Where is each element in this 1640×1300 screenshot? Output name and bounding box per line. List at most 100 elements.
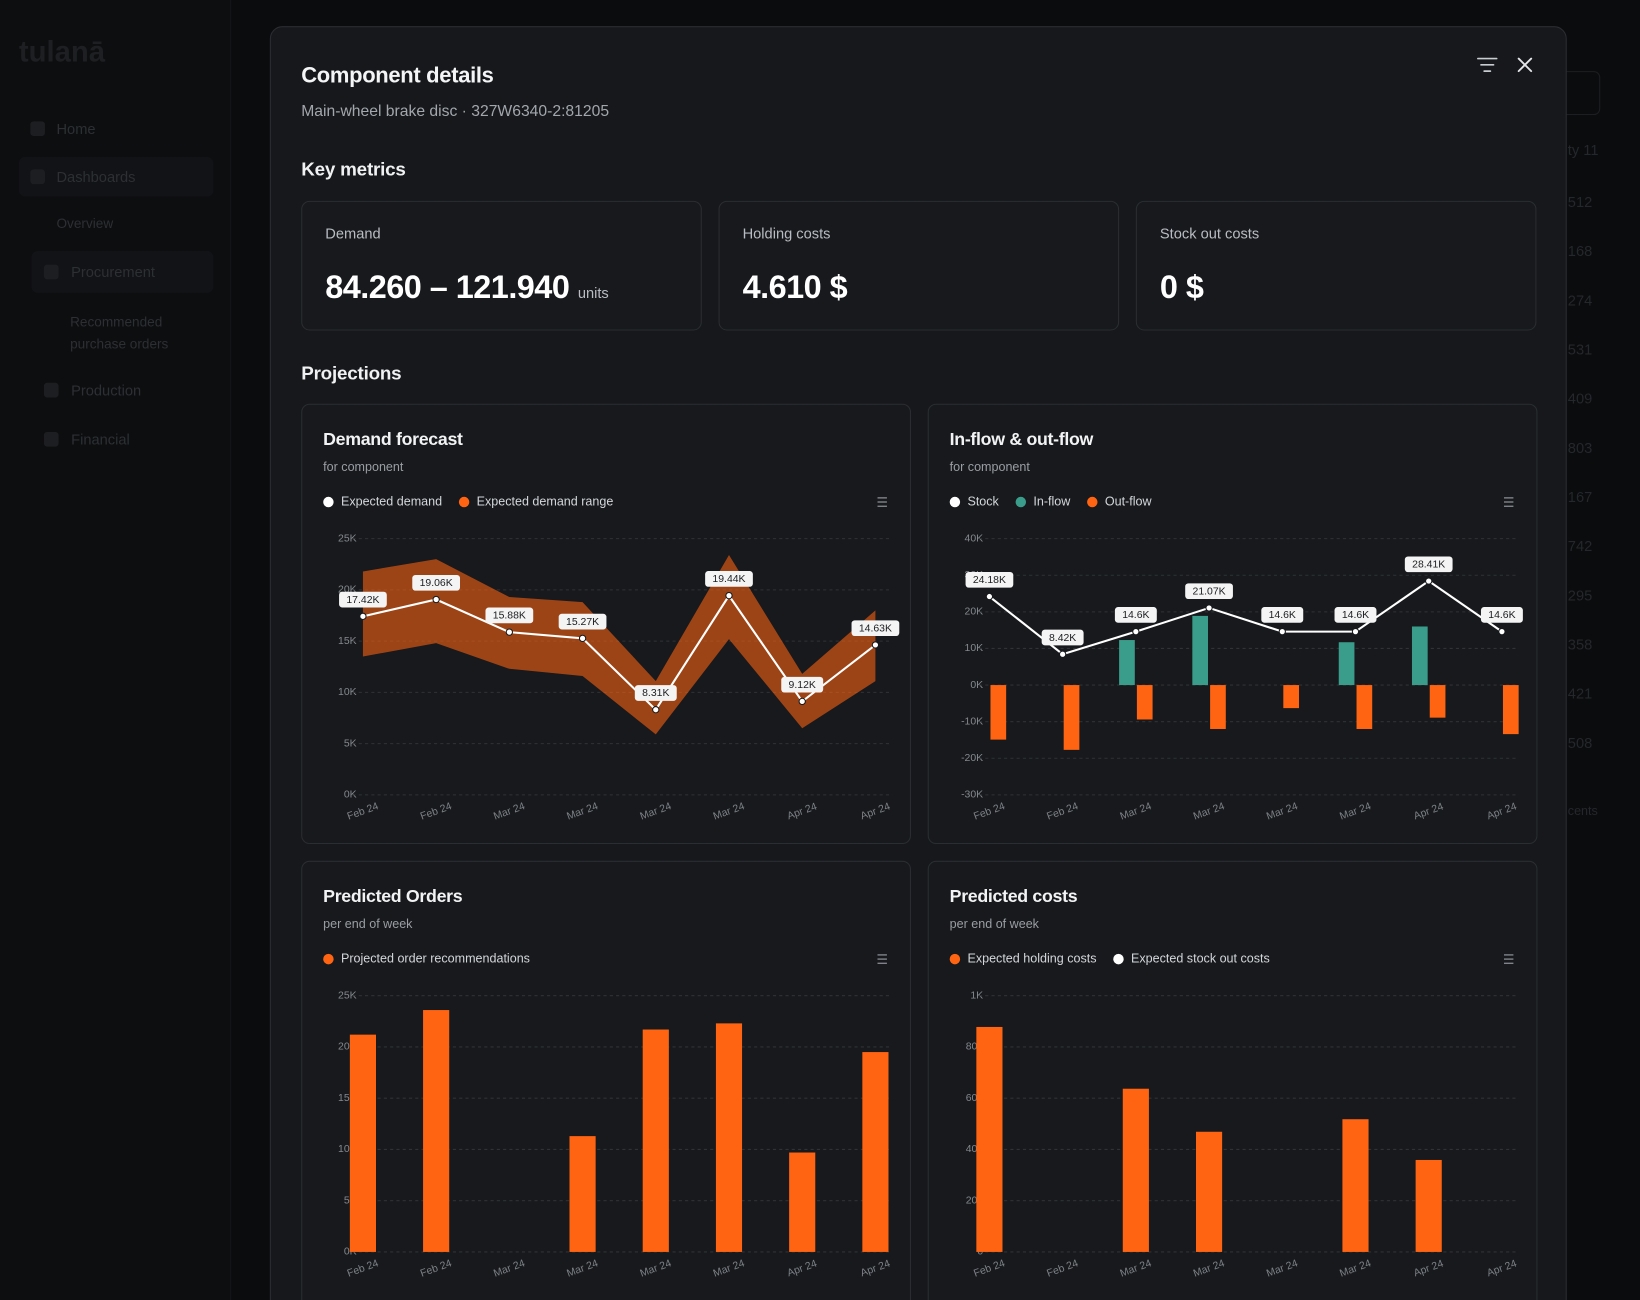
nav-icon bbox=[43, 382, 59, 398]
data-label: 14.63K bbox=[851, 620, 900, 637]
bar bbox=[423, 1010, 450, 1252]
x-tick-label: Feb 24 bbox=[972, 801, 1006, 823]
y-tick-label: 20K bbox=[965, 607, 984, 618]
x-tick-label: Mar 24 bbox=[566, 1258, 600, 1280]
data-label-text: 14.63K bbox=[859, 623, 892, 634]
x-tick-label: Mar 24 bbox=[1119, 1258, 1153, 1280]
metric-label: Demand bbox=[325, 224, 381, 242]
nav-icon bbox=[30, 169, 45, 185]
background-cell: 168 bbox=[1567, 242, 1593, 260]
y-tick-label: 15K bbox=[338, 1093, 357, 1104]
background-cell: 274 bbox=[1567, 291, 1593, 309]
data-label-box bbox=[1334, 607, 1377, 623]
chart-card: Predicted Orders per end of week Projected… bbox=[301, 860, 911, 1300]
y-tick-label: 0K bbox=[344, 790, 357, 801]
data-label-text: 19.06K bbox=[420, 578, 453, 589]
x-tick-label: Mar 24 bbox=[1119, 801, 1153, 823]
legend-label: Expected demand range bbox=[477, 494, 614, 508]
nav-item[interactable]: Recommended purchase orders bbox=[70, 313, 169, 352]
data-label: 19.06K bbox=[412, 574, 461, 591]
y-tick-label: 0K bbox=[344, 1247, 357, 1258]
data-label-box bbox=[412, 574, 461, 591]
bar bbox=[1415, 1159, 1442, 1252]
point bbox=[798, 697, 806, 706]
chart-card: Predicted costs per end of week Expected h… bbox=[927, 860, 1538, 1300]
legend-label: Expected demand bbox=[341, 494, 442, 508]
chart-title: In-flow & out-flow bbox=[950, 429, 1094, 449]
bar bbox=[976, 1026, 1003, 1252]
legend-label: Expected stock out costs bbox=[1131, 951, 1270, 965]
y-tick-label: 600 bbox=[966, 1093, 984, 1104]
section-heading: Projections bbox=[301, 362, 402, 384]
nav-item[interactable]: Financial bbox=[71, 430, 130, 448]
background-cell: 508 bbox=[1567, 734, 1593, 751]
nav-item[interactable]: Dashboards bbox=[56, 168, 136, 186]
logo: tulanā bbox=[18, 35, 106, 68]
nav-item[interactable]: Home bbox=[56, 120, 96, 138]
nav-item[interactable]: Production bbox=[71, 381, 142, 399]
bar bbox=[862, 1052, 889, 1252]
metric-card: Demand 84.260 – 121.940 units bbox=[301, 200, 702, 331]
y-tick-label: 15K bbox=[338, 636, 357, 647]
legend-marker bbox=[949, 953, 961, 965]
data-label: 8.31K bbox=[634, 685, 677, 701]
chart-menu[interactable] bbox=[1504, 497, 1514, 507]
nav-icon bbox=[30, 121, 45, 136]
data-label: 14.6K bbox=[1261, 607, 1304, 623]
x-tick-label: Mar 24 bbox=[1192, 801, 1226, 823]
x-tick-label: Mar 24 bbox=[492, 801, 526, 823]
x-tick-label: Mar 24 bbox=[712, 1258, 746, 1280]
chart-menu[interactable] bbox=[877, 497, 887, 507]
chart-title: Demand forecast bbox=[323, 429, 463, 449]
data-label-text: 14.6K bbox=[1488, 610, 1515, 621]
legend-marker bbox=[1113, 953, 1124, 965]
chart: Predicted Orders per end of week Projected… bbox=[323, 886, 892, 1280]
chart-subtitle: for component bbox=[323, 460, 404, 474]
sidebar: tulanā Home Dashboards Overview Procurem… bbox=[0, 0, 232, 1300]
data-label-text: 14.6K bbox=[1342, 610, 1369, 621]
x-tick-label: Apr 24 bbox=[859, 1258, 892, 1279]
background-cell: 803 bbox=[1567, 439, 1593, 457]
legend-marker bbox=[458, 496, 470, 508]
background-cell: 421 bbox=[1567, 685, 1593, 702]
metric-value: 84.260 – 121.940 units bbox=[325, 269, 608, 307]
legend-marker bbox=[1015, 496, 1027, 508]
chart-menu[interactable] bbox=[877, 954, 887, 964]
range-area bbox=[362, 555, 876, 735]
close-button[interactable] bbox=[1516, 55, 1535, 74]
legend-marker bbox=[949, 496, 961, 508]
data-label-box bbox=[965, 571, 1014, 588]
x-tick-label: Mar 24 bbox=[712, 801, 746, 823]
point bbox=[1058, 650, 1067, 658]
chart-subtitle: for component bbox=[950, 460, 1031, 474]
legend-label: Projected order recommendations bbox=[341, 951, 530, 965]
y-tick-label: 25K bbox=[338, 990, 357, 1001]
point bbox=[725, 591, 733, 600]
chart-menu[interactable] bbox=[1504, 954, 1514, 964]
background-cell: 409 bbox=[1567, 390, 1593, 407]
x-tick-label: Apr 24 bbox=[859, 801, 892, 822]
point bbox=[1278, 627, 1286, 636]
y-tick-label: 40K bbox=[965, 533, 984, 544]
background-cell: 358 bbox=[1567, 635, 1593, 653]
bar bbox=[1342, 1119, 1369, 1252]
bar bbox=[1122, 1088, 1149, 1252]
nav-item[interactable]: Overview bbox=[56, 215, 114, 232]
y-tick-label: -10K bbox=[961, 716, 983, 727]
nav-item[interactable]: Procurement bbox=[71, 263, 155, 281]
chart-subtitle: per end of week bbox=[323, 917, 413, 931]
background-cell: 167 bbox=[1567, 488, 1593, 506]
legend-label: Expected holding costs bbox=[967, 951, 1096, 965]
data-label-box bbox=[1041, 629, 1084, 646]
filter-button[interactable] bbox=[1477, 55, 1498, 74]
bar bbox=[1119, 640, 1135, 686]
chart-card: In-flow & out-flow for component Stock In-f… bbox=[927, 403, 1538, 845]
data-label: 17.42K bbox=[339, 591, 387, 608]
data-label-text: 14.6K bbox=[1122, 610, 1149, 621]
nav-highlight bbox=[18, 156, 214, 197]
y-tick-label: 20K bbox=[338, 1042, 357, 1053]
bar bbox=[1356, 685, 1373, 729]
point bbox=[578, 634, 587, 643]
